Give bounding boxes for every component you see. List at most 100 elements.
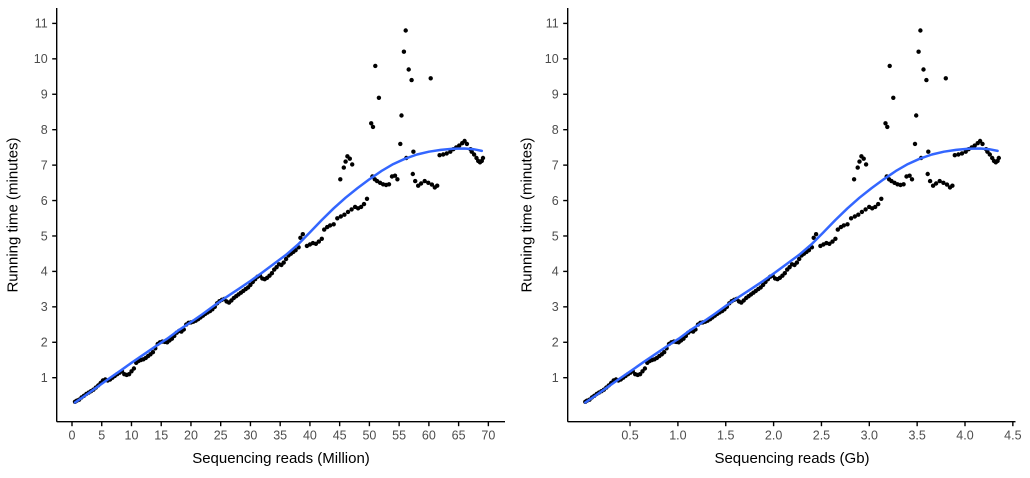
data-point <box>856 212 861 217</box>
y-tick-label: 2 <box>41 336 48 350</box>
data-point <box>861 156 866 161</box>
data-point <box>914 113 919 118</box>
x-tick-label: 3.0 <box>861 429 878 443</box>
y-tick-label: 4 <box>552 265 559 279</box>
data-point <box>413 178 418 184</box>
data-point <box>845 222 850 227</box>
data-point <box>887 63 892 69</box>
x-tick-label: 20 <box>184 429 198 443</box>
data-point <box>952 153 957 158</box>
y-tick-label: 2 <box>552 336 559 350</box>
data-point <box>933 181 939 186</box>
y-tick-label: 3 <box>41 300 48 314</box>
data-point <box>342 212 347 217</box>
data-point <box>373 63 378 69</box>
data-point <box>851 177 857 182</box>
data-point <box>813 232 819 237</box>
y-tick-label: 8 <box>41 123 48 137</box>
data-point <box>941 180 946 185</box>
data-point <box>916 49 921 54</box>
data-point <box>859 209 865 215</box>
x-tick-label: 50 <box>362 429 376 443</box>
data-point <box>131 366 137 371</box>
data-point <box>406 67 411 72</box>
data-point <box>386 182 392 187</box>
loess-smooth-curve <box>584 147 999 404</box>
data-point <box>642 366 648 371</box>
data-point <box>437 153 442 158</box>
data-point <box>369 121 374 126</box>
y-tick-label: 7 <box>41 158 48 172</box>
data-point <box>409 77 414 83</box>
y-tick-label: 9 <box>41 88 48 102</box>
y-tick-label: 1 <box>41 371 48 385</box>
data-point <box>444 151 449 156</box>
data-point <box>401 49 407 54</box>
data-point <box>248 282 253 288</box>
data-point <box>873 204 878 210</box>
data-point <box>977 138 983 144</box>
data-point <box>399 113 404 118</box>
x-tick-label: 0.5 <box>621 429 638 443</box>
data-point <box>471 152 477 157</box>
x-tick-label: 30 <box>243 429 257 443</box>
data-point <box>422 178 427 184</box>
data-point <box>830 239 835 244</box>
data-point <box>943 76 948 81</box>
data-point <box>345 209 351 215</box>
data-point <box>392 173 398 178</box>
data-point <box>883 121 888 126</box>
data-point <box>364 196 370 201</box>
data-point <box>464 141 470 147</box>
data-point <box>963 149 968 154</box>
data-point <box>457 143 462 148</box>
y-tick-label: 7 <box>552 158 559 172</box>
chart-panel-reads-million: 1 2 3 4 5 6 7 8 9 10 11 0 5 10 15 20 25 30 35 40 45 50 55 60 65 7… <box>5 8 505 467</box>
y-tick-label: 11 <box>546 17 559 31</box>
data-point <box>959 151 965 156</box>
data-point <box>322 227 327 232</box>
data-point <box>411 149 416 154</box>
data-point <box>441 152 446 157</box>
data-point <box>926 149 931 154</box>
x-tick-label: 3.5 <box>908 429 925 443</box>
data-point <box>358 204 364 210</box>
y-tick-label: 10 <box>545 52 559 66</box>
data-point <box>410 171 415 177</box>
data-point <box>347 156 352 161</box>
y-tick-label: 6 <box>552 194 559 208</box>
x-tick-label: 65 <box>452 429 466 443</box>
x-tick-label: 45 <box>333 429 347 443</box>
x-axis-title-gb: Sequencing reads (Gb) <box>714 450 870 467</box>
data-point <box>398 141 403 147</box>
data-point <box>319 236 324 241</box>
data-point <box>350 162 355 167</box>
x-tick-label: 55 <box>392 429 406 443</box>
x-tick-label: 4.0 <box>956 429 973 443</box>
data-point <box>811 235 816 240</box>
data-point <box>448 149 453 154</box>
scatter-plot-gb: 1 2 3 4 5 6 7 8 9 10 11 0.5 1.0 1.5 2.0 2.5 3.0 3.5 4.0 4.5 <box>545 8 1022 443</box>
x-tick-label: 5 <box>98 429 105 443</box>
y-tick-label: 5 <box>41 229 48 243</box>
x-tick-label: 10 <box>125 429 139 443</box>
data-point <box>274 265 279 270</box>
data-point <box>833 236 838 241</box>
data-point <box>972 143 977 148</box>
data-point <box>841 223 846 228</box>
x-tick-label: 70 <box>481 429 495 443</box>
y-tick-label: 8 <box>552 123 559 137</box>
data-point <box>924 77 929 83</box>
data-point <box>331 222 336 227</box>
y-tick-label: 11 <box>35 17 48 31</box>
x-tick-label: 25 <box>214 429 228 443</box>
y-tick-label: 10 <box>34 52 48 66</box>
data-point <box>980 141 985 147</box>
data-point <box>879 196 884 201</box>
y-tick-label: 6 <box>41 194 48 208</box>
data-point <box>925 171 930 177</box>
data-point <box>909 177 915 182</box>
data-point <box>956 152 961 157</box>
